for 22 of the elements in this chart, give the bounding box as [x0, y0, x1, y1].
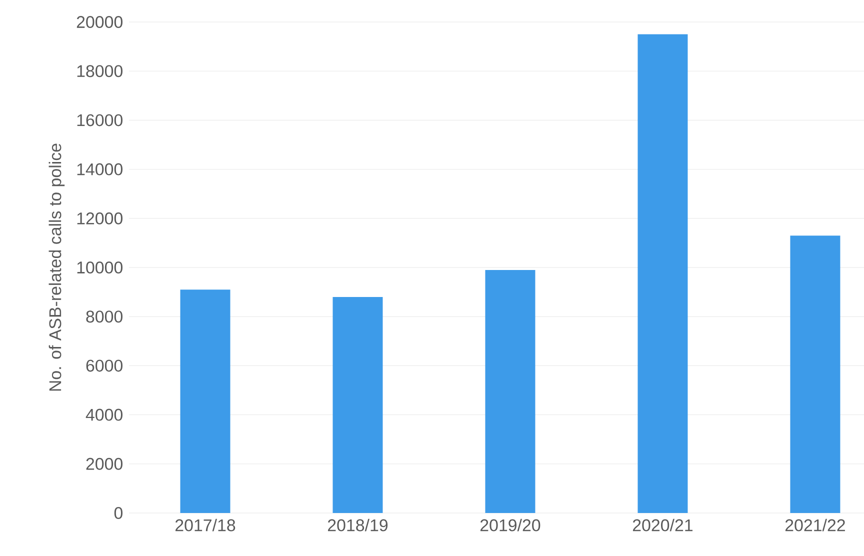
bar [485, 270, 536, 513]
bar [638, 34, 688, 513]
bar [180, 290, 230, 513]
x-tick-label: 2020/21 [632, 518, 692, 532]
y-tick-label: 6000 [86, 360, 122, 372]
y-tick-label: 4000 [86, 408, 122, 421]
bar [332, 296, 383, 513]
bar [790, 236, 840, 513]
y-tick-label: 10000 [77, 262, 122, 274]
y-tick-label: 16000 [77, 114, 122, 126]
x-tick-label: 2017/18 [175, 518, 236, 532]
x-tick-label: 2021/22 [785, 518, 845, 532]
y-tick-label: 2000 [86, 458, 122, 470]
y-tick-label: 12000 [77, 212, 122, 224]
y-tick-label: 0 [114, 507, 122, 519]
x-tick-label: 2018/19 [328, 518, 388, 532]
y-tick-label: 14000 [77, 163, 122, 176]
y-axis-title: No. of ASB-related calls to police [48, 144, 65, 391]
y-tick-label: 8000 [86, 310, 122, 323]
y-tick-label: 20000 [76, 16, 122, 28]
x-tick-label: 2019/20 [480, 518, 540, 532]
y-tick-label: 18000 [77, 65, 122, 78]
